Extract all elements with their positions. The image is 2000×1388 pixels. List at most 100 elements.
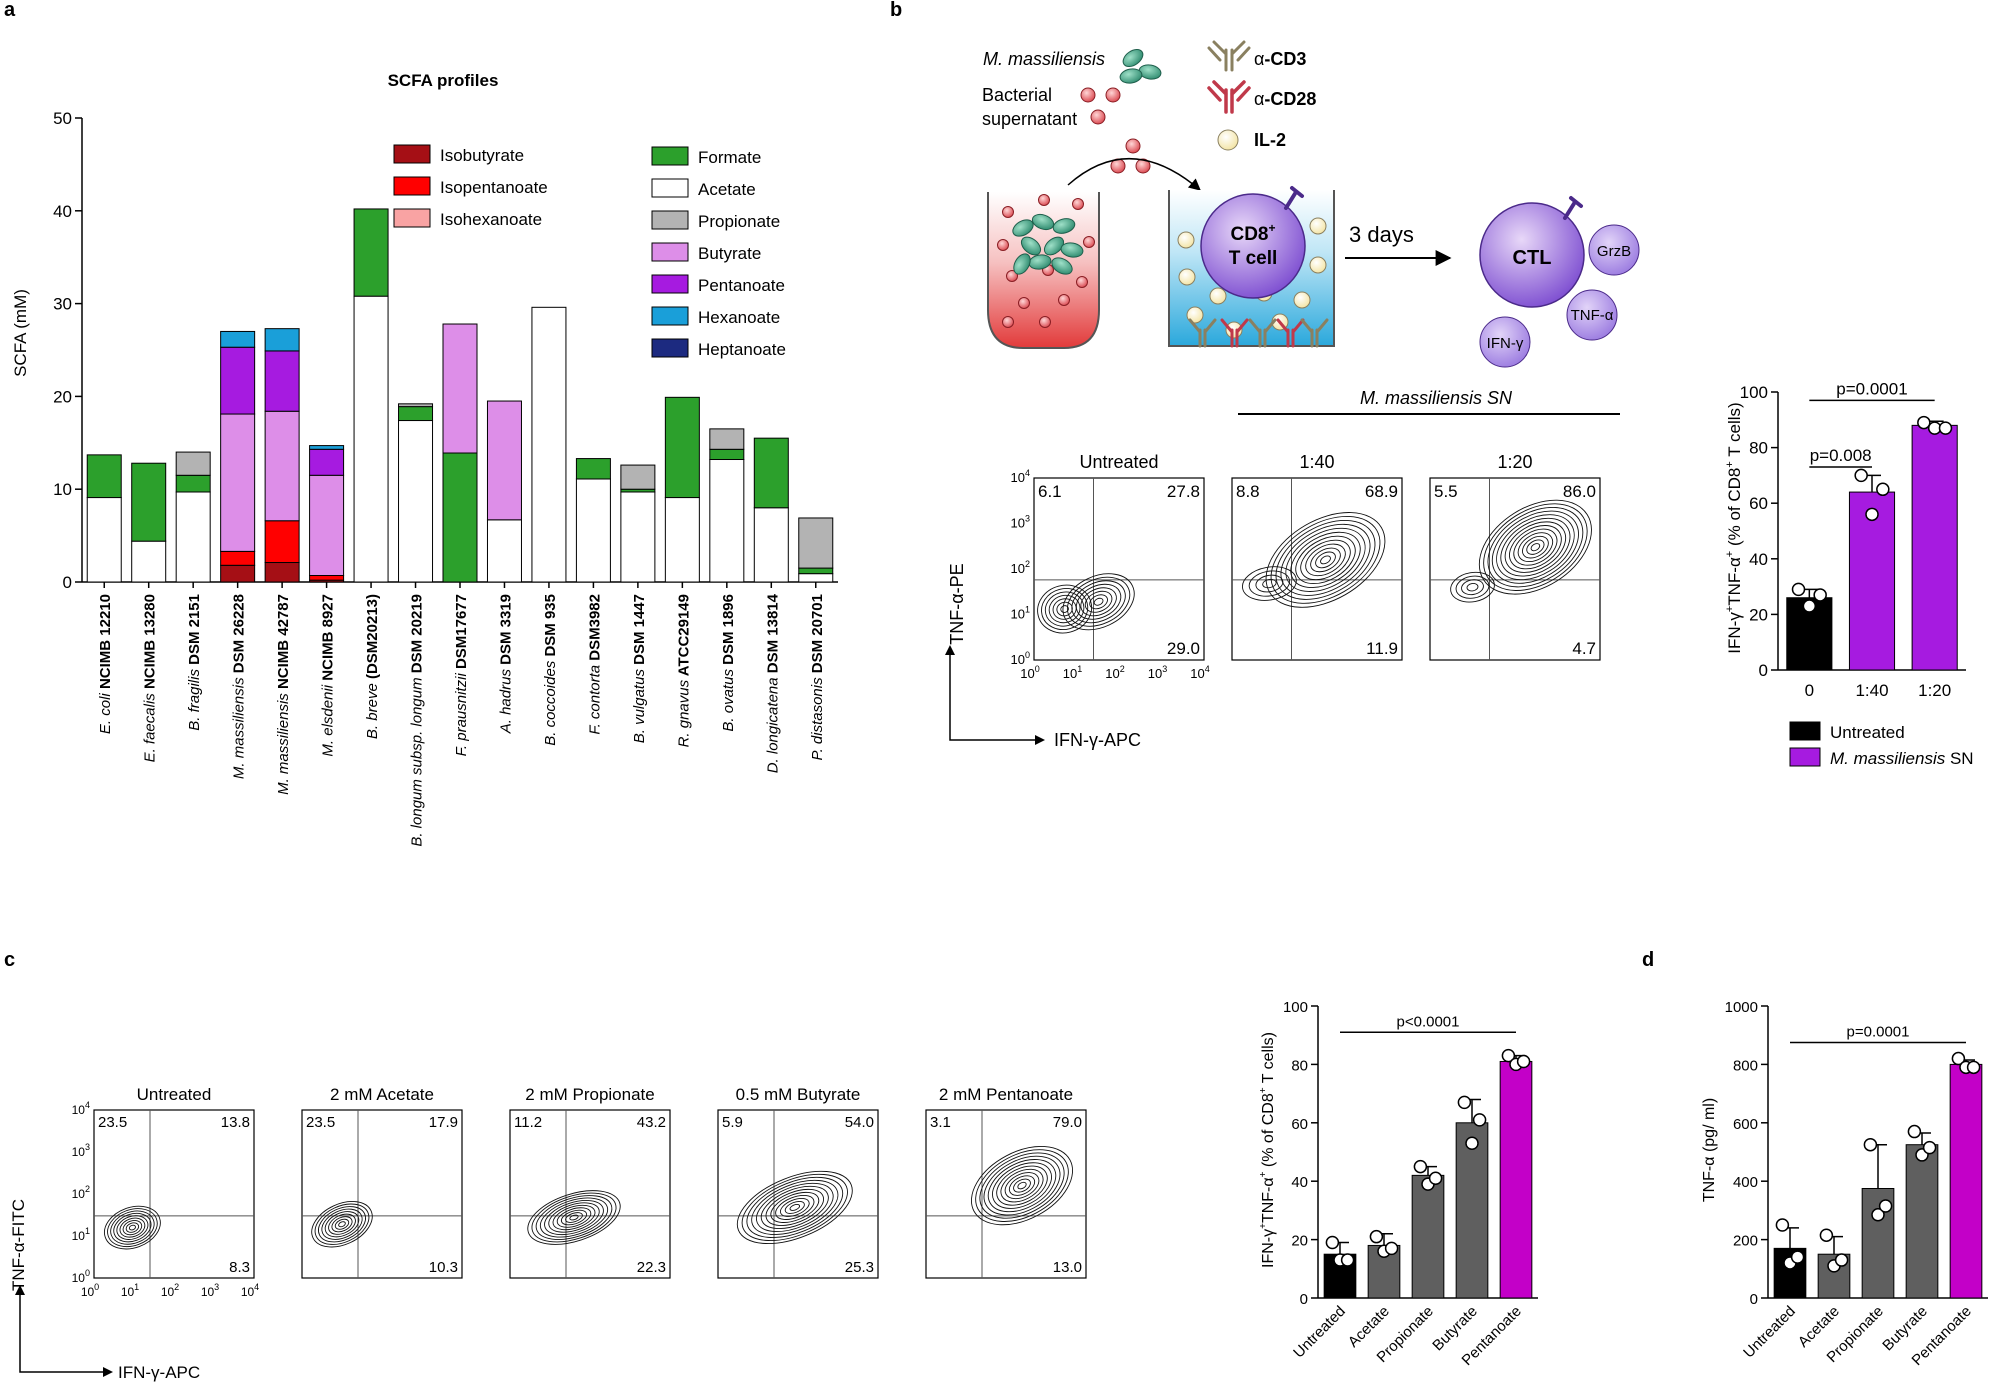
p-value-label: p=0.0001 xyxy=(1847,1024,1910,1041)
bar-segment-formate xyxy=(175,474,211,493)
y-tick-label: 20 xyxy=(1749,605,1768,624)
contour-line xyxy=(1483,503,1588,591)
flow-c-x-label: IFN-γ-APC xyxy=(118,1363,200,1382)
flow-b-up-arrow-icon xyxy=(945,645,955,655)
chart-d-y-label: TNF-α (pg/ ml) xyxy=(1701,1098,1718,1202)
flow-plot-frame xyxy=(509,1109,671,1279)
chart-a-category-label: B. breve (DSM20213) xyxy=(364,594,381,739)
legend-swatch-isohexanoate xyxy=(393,208,431,228)
quadrant-br-value: 25.3 xyxy=(845,1259,874,1276)
contour-line xyxy=(975,1149,1069,1222)
chart-a-category-label: M. massiliensis NCIMB 42787 xyxy=(275,594,292,795)
bar-segment-hexanoate xyxy=(220,330,256,348)
flow-c-x-tick-label: 101 xyxy=(121,1282,139,1299)
flow-c-x-tick-label: 103 xyxy=(201,1282,219,1299)
anti-cd28-antibody-icon xyxy=(1207,80,1251,114)
legend-label-isobutyrate: Isobutyrate xyxy=(440,146,524,165)
data-point xyxy=(1325,1235,1340,1250)
bar-segment-formate xyxy=(442,452,478,583)
legend-swatch-heptanoate xyxy=(651,338,689,358)
data-point xyxy=(1966,1060,1981,1075)
bar-segment-formate xyxy=(398,406,434,422)
flow-contours xyxy=(736,1170,853,1245)
x-tick-label: 0 xyxy=(1805,681,1814,700)
quadrant-br-value: 8.3 xyxy=(229,1259,250,1276)
cd3-prefix: α xyxy=(1254,49,1264,69)
contour-line xyxy=(1275,519,1376,600)
data-point xyxy=(1951,1051,1966,1066)
chart-a-category-label: E. coli NCIMB 12210 xyxy=(97,594,114,734)
contour-line xyxy=(128,1224,136,1231)
y-tick-label: 600 xyxy=(1733,1116,1758,1133)
quadrant-tl-value: 5.9 xyxy=(722,1114,743,1131)
contour-line xyxy=(1522,535,1549,559)
cd28-label: -CD28 xyxy=(1264,89,1316,109)
days-label: 3 days xyxy=(1349,222,1414,247)
bar-segment-isobutyrate xyxy=(264,562,300,583)
contour-line xyxy=(1504,521,1567,573)
ifn-granule-icon xyxy=(1479,316,1531,368)
contour-line xyxy=(314,1203,370,1245)
contour-line xyxy=(1305,543,1346,577)
quadrant-br-value: 29.0 xyxy=(1167,639,1200,658)
panel-label-b: b xyxy=(890,0,902,21)
il2-label: IL-2 xyxy=(1254,130,1286,150)
bar-chart-c: IFN-γ+TNF-α+ (% of CD8+ T cells) 0 20 40 60… xyxy=(1258,999,1538,1369)
flow-plot-title: 1:20 xyxy=(1497,452,1532,472)
quadrant-tr-value: 86.0 xyxy=(1563,482,1596,501)
flow-b-x-tick-label: 101 xyxy=(1063,664,1082,681)
contour-line xyxy=(1295,535,1356,585)
quadrant-tr-value: 43.2 xyxy=(637,1114,666,1131)
bar-chart-d: TNF-α (pg/ ml) 0 200 400 600 800 1000 Untreate… xyxy=(1701,999,1988,1369)
contour-line xyxy=(1300,539,1351,581)
contour-line xyxy=(1270,516,1381,604)
data-point xyxy=(1922,1140,1937,1155)
grzb-label: GrzB xyxy=(1597,243,1631,260)
flow-b-y-tick-label: 101 xyxy=(1011,605,1030,622)
legend-label-pentanoate: Pentanoate xyxy=(698,276,785,295)
y-tick-label: 800 xyxy=(1733,1057,1758,1074)
chart-a-category-label: R. gnavus ATCC29149 xyxy=(675,594,692,747)
bar xyxy=(1499,1060,1533,1299)
bar-segment-formate xyxy=(798,567,834,575)
flow-plot: 2 mM Propionate 11.2 43.2 22.3 xyxy=(509,1085,671,1279)
culture-tube-icon xyxy=(987,192,1100,349)
quadrant-tr-value: 68.9 xyxy=(1365,482,1398,501)
contour-line xyxy=(539,1197,609,1238)
quadrant-tl-value: 23.5 xyxy=(306,1114,335,1131)
chart-a-category-label: F. prausnitzii DSM17677 xyxy=(453,594,470,756)
bar-segment-acetate xyxy=(620,491,656,583)
flow-plot-title: 0.5 mM Butyrate xyxy=(736,1085,861,1104)
tcr-receptor-icon xyxy=(1284,186,1304,210)
contour-line xyxy=(983,1155,1061,1216)
flow-b-x-tick-label: 100 xyxy=(1020,664,1039,681)
contour-line xyxy=(1242,566,1297,601)
legend-swatch-pentanoate xyxy=(651,274,689,294)
contour-line xyxy=(1315,551,1336,569)
legend-label-hexanoate: Hexanoate xyxy=(698,308,780,327)
contour-line xyxy=(324,1211,360,1238)
y-tick-label: 40 xyxy=(1291,1174,1308,1191)
contour-line xyxy=(311,1201,373,1248)
legend-label-isohexanoate: Isohexanoate xyxy=(440,210,542,229)
contour-line xyxy=(770,1191,820,1223)
chart-a-legend: Isobutyrate Isopentanoate Isohexanoate Form… xyxy=(393,144,786,359)
flow-contours xyxy=(970,1146,1074,1226)
supernatant-label-2: supernatant xyxy=(982,109,1077,129)
t-cell-label: T cell xyxy=(1229,248,1278,269)
bar-segment-butyrate xyxy=(442,323,478,454)
contour-line xyxy=(1262,578,1277,589)
data-point xyxy=(1871,1208,1885,1222)
contour-line xyxy=(565,1212,583,1223)
data-point xyxy=(1876,482,1890,497)
bar-segment-formate xyxy=(753,437,789,509)
legend-swatch xyxy=(1789,721,1821,741)
data-point xyxy=(1384,1241,1399,1256)
flow-contours xyxy=(104,1205,161,1250)
bar-segment-acetate xyxy=(175,491,211,583)
y-tick-label: 60 xyxy=(1749,494,1768,513)
chart-b-legend: Untreated M. massiliensis SN xyxy=(1789,721,1974,768)
legend-swatch-butyrate xyxy=(651,242,689,262)
legend-label-butyrate: Butyrate xyxy=(698,244,761,263)
cd8-t-cell-icon xyxy=(1200,193,1306,299)
